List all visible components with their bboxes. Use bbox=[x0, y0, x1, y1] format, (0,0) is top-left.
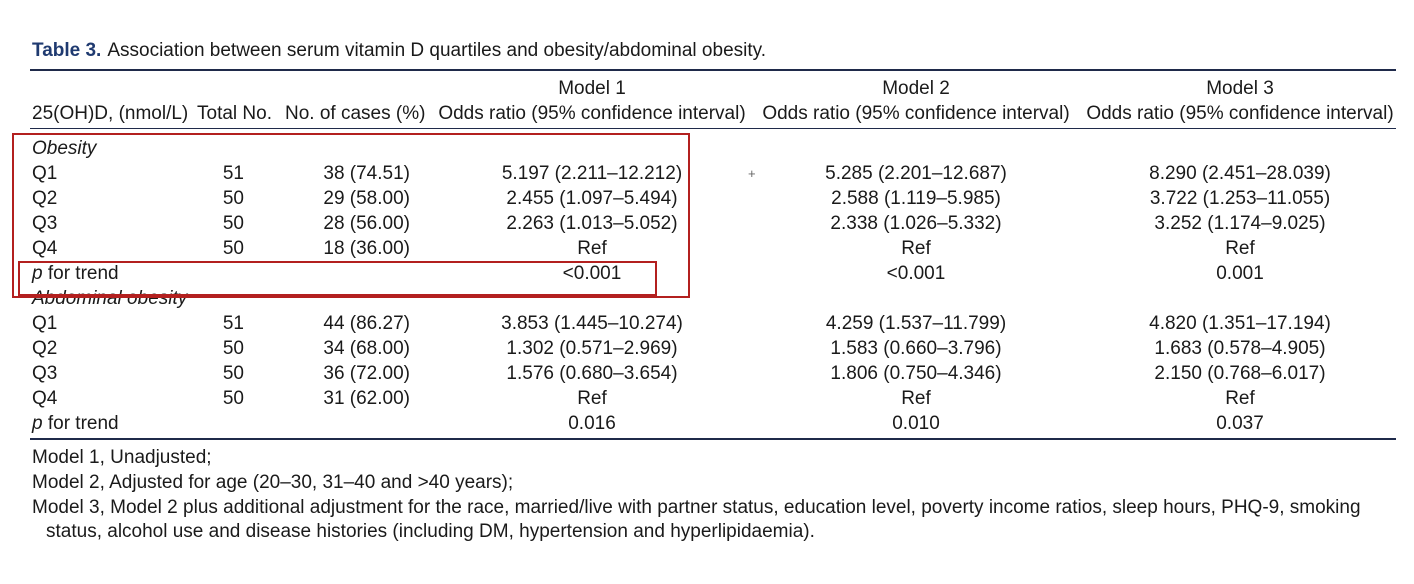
model1-cell: Ref bbox=[577, 388, 607, 409]
model1-cell: <0.001 bbox=[562, 263, 622, 284]
trend-label: p for trend bbox=[32, 413, 119, 435]
total-cell: 50 bbox=[222, 363, 244, 384]
p-symbol: p bbox=[32, 263, 43, 284]
footnote-model2: Model 2, Adjusted for age (20–30, 31–40 … bbox=[32, 472, 514, 493]
table-title: Association between serum vitamin D quar… bbox=[107, 40, 766, 61]
header-quartile: 25(OH)D, (nmol/L) bbox=[32, 103, 189, 124]
model3-cell: 0.037 bbox=[1216, 413, 1264, 434]
footnote-model3: Model 3, Model 2 plus additional adjustm… bbox=[32, 497, 1361, 518]
cases-cell: 28 (56.00) bbox=[323, 213, 410, 234]
quartile-cell: Q1 bbox=[32, 313, 58, 334]
header-cases: No. of cases (%) bbox=[285, 103, 426, 124]
cases-cell: 36 (72.00) bbox=[323, 363, 410, 384]
header-total: Total No. bbox=[197, 103, 272, 124]
quartile-cell: Q3 bbox=[32, 213, 58, 234]
model2-cell: 1.583 (0.660–3.796) bbox=[830, 338, 1002, 359]
table-label: Table 3. bbox=[32, 40, 102, 61]
trend-text: for trend bbox=[47, 263, 119, 284]
quartile-cell: Q2 bbox=[32, 188, 58, 209]
model2-cell: Ref bbox=[901, 238, 931, 259]
model2-cell: 1.806 (0.750–4.346) bbox=[830, 363, 1002, 384]
model2-cell: 2.588 (1.119–5.985) bbox=[831, 188, 1001, 209]
cases-cell: 34 (68.00) bbox=[323, 338, 410, 359]
quartile-cell: Q3 bbox=[32, 363, 58, 384]
total-cell: 51 bbox=[222, 163, 244, 184]
model1-cell: 0.016 bbox=[568, 413, 616, 434]
quartile-cell: Q4 bbox=[32, 238, 58, 259]
model3-cell: 8.290 (2.451–28.039) bbox=[1149, 163, 1331, 184]
model3-cell: Ref bbox=[1225, 238, 1255, 259]
header-model3: Model 3 bbox=[1206, 78, 1274, 99]
model1-cell: 2.455 (1.097–5.494) bbox=[506, 188, 678, 209]
cases-cell: 38 (74.51) bbox=[323, 163, 410, 184]
total-cell: 51 bbox=[222, 313, 244, 334]
quartile-cell: Q1 bbox=[32, 163, 58, 184]
header-model1: Model 1 bbox=[558, 78, 626, 99]
model3-cell: 4.820 (1.351–17.194) bbox=[1149, 313, 1331, 334]
model2-cell: 2.338 (1.026–5.332) bbox=[830, 213, 1002, 234]
model3-cell: 3.722 (1.253–11.055) bbox=[1149, 188, 1331, 209]
model2-cell: 5.285 (2.201–12.687) bbox=[825, 163, 1007, 184]
model3-cell: Ref bbox=[1225, 388, 1255, 409]
highlight-box-trend bbox=[18, 261, 657, 296]
total-cell: 50 bbox=[222, 238, 244, 259]
p-symbol: p bbox=[32, 413, 43, 434]
cases-cell: 29 (58.00) bbox=[323, 188, 410, 209]
model3-cell: 1.683 (0.578–4.905) bbox=[1154, 338, 1326, 359]
total-cell: 50 bbox=[222, 338, 244, 359]
model3-cell: 2.150 (0.768–6.017) bbox=[1154, 363, 1326, 384]
table-caption: Table 3. Association between serum vitami… bbox=[32, 40, 766, 62]
model2-cell: <0.001 bbox=[886, 263, 946, 284]
section-title-obesity: Obesity bbox=[32, 138, 97, 159]
model3-cell: 0.001 bbox=[1216, 263, 1264, 284]
total-cell: 50 bbox=[222, 388, 244, 409]
model1-cell: 5.197 (2.211–12.212) bbox=[501, 163, 683, 184]
bottom-rule bbox=[30, 438, 1396, 440]
model1-cell: 2.263 (1.013–5.052) bbox=[506, 213, 678, 234]
top-rule bbox=[30, 69, 1396, 71]
quartile-cell: Q4 bbox=[32, 388, 58, 409]
header-rule bbox=[30, 128, 1396, 129]
model1-cell: 3.853 (1.445–10.274) bbox=[501, 313, 683, 334]
cases-cell: 31 (62.00) bbox=[323, 388, 410, 409]
model2-cell: Ref bbox=[901, 388, 931, 409]
quartile-cell: Q2 bbox=[32, 338, 58, 359]
model1-cell: 1.576 (0.680–3.654) bbox=[506, 363, 678, 384]
header-odds-model2: Odds ratio (95% confidence interval) bbox=[762, 103, 1070, 124]
cases-cell: 18 (36.00) bbox=[323, 238, 410, 259]
header-odds-model3: Odds ratio (95% confidence interval) bbox=[1086, 103, 1394, 124]
model1-cell: Ref bbox=[577, 238, 607, 259]
model2-cell: 0.010 bbox=[892, 413, 940, 434]
cases-cell: 44 (86.27) bbox=[323, 313, 410, 334]
header-odds-model1: Odds ratio (95% confidence interval) bbox=[438, 103, 746, 124]
highlight-box-obesity bbox=[12, 133, 690, 298]
section-title-abdominal: Abdominal obesity bbox=[32, 288, 188, 309]
cursor-plus-mark: + bbox=[748, 166, 756, 181]
footnote-model1: Model 1, Unadjusted; bbox=[32, 447, 212, 468]
model1-cell: 1.302 (0.571–2.969) bbox=[506, 338, 678, 359]
model3-cell: 3.252 (1.174–9.025) bbox=[1154, 213, 1326, 234]
total-cell: 50 bbox=[222, 213, 244, 234]
trend-label: p for trend bbox=[32, 263, 119, 285]
model2-cell: 4.259 (1.537–11.799) bbox=[825, 313, 1007, 334]
footnote-model3-continued: status, alcohol use and disease historie… bbox=[46, 521, 815, 542]
total-cell: 50 bbox=[222, 188, 244, 209]
trend-text: for trend bbox=[47, 413, 119, 434]
header-model2: Model 2 bbox=[882, 78, 950, 99]
